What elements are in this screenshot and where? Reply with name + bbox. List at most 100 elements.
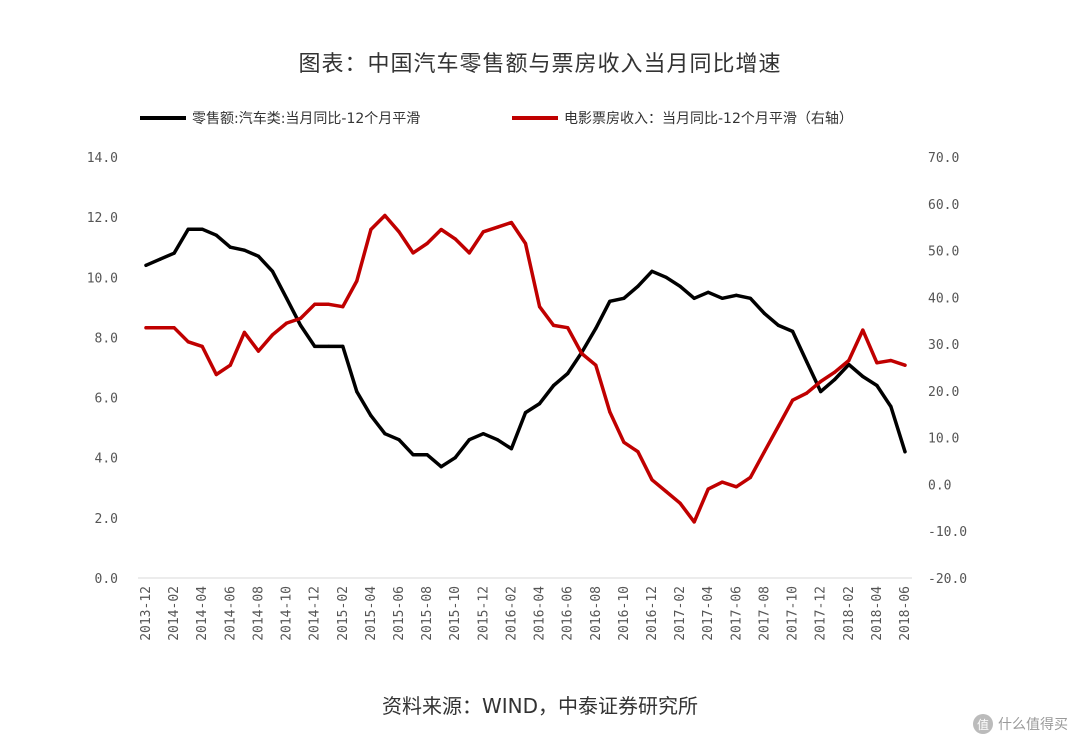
data-point-box-office (256, 349, 260, 353)
data-point-box-office (495, 225, 499, 229)
data-point-box-office (622, 440, 626, 444)
y-right-tick-label: 0.0 (928, 478, 951, 493)
data-point-car-retail (355, 390, 359, 394)
y-left-tick-label: 4.0 (95, 452, 118, 467)
data-point-car-retail (523, 411, 528, 415)
data-point-box-office (200, 344, 204, 348)
data-point-box-office (355, 279, 359, 283)
y-left-tick-label: 2.0 (95, 512, 118, 527)
data-point-car-retail (341, 344, 345, 348)
x-tick-label: 2018-06 (898, 586, 913, 641)
data-point-car-retail (889, 405, 893, 409)
data-point-car-retail (594, 326, 598, 330)
data-point-car-retail (256, 254, 260, 258)
y-right-tick-label: 40.0 (928, 291, 959, 306)
data-point-box-office (538, 305, 542, 309)
data-point-car-retail (270, 269, 275, 273)
data-point-box-office (608, 410, 612, 414)
x-tick-label: 2015-10 (448, 586, 463, 641)
data-point-car-retail (200, 227, 204, 231)
x-tick-label: 2016-12 (645, 586, 660, 641)
x-tick-label: 2013-12 (139, 586, 154, 641)
data-point-box-office (805, 391, 809, 395)
y-right-tick-label: 60.0 (928, 198, 959, 213)
data-point-car-retail (425, 453, 429, 457)
data-point-box-office (509, 220, 513, 225)
data-point-car-retail (397, 438, 401, 442)
x-tick-label: 2017-04 (701, 586, 716, 641)
data-point-box-office (861, 328, 865, 332)
data-point-car-retail (383, 432, 387, 436)
data-point-box-office (734, 485, 738, 489)
legend-item-car-retail: 零售额:汽车类:当月同比-12个月平滑 (140, 108, 420, 128)
x-tick-label: 2014-04 (195, 586, 210, 641)
data-point-car-retail (805, 359, 809, 364)
x-tick-label: 2014-10 (280, 586, 295, 641)
x-tick-label: 2016-08 (589, 586, 604, 641)
data-point-car-retail (467, 438, 471, 442)
data-point-car-retail (228, 245, 232, 249)
x-tick-label: 2015-12 (476, 586, 491, 641)
legend: 零售额:汽车类:当月同比-12个月平滑 电影票房收入：当月同比-12个月平滑（右… (0, 108, 1080, 132)
y-right-tick-label: 10.0 (928, 432, 959, 447)
data-point-car-retail (327, 344, 331, 348)
data-point-box-office (313, 302, 317, 306)
x-tick-label: 2018-02 (842, 586, 857, 641)
y-right-tick-label: 20.0 (928, 385, 959, 400)
x-tick-label: 2014-02 (167, 586, 182, 641)
data-point-car-retail (720, 296, 724, 300)
data-point-box-office (706, 487, 710, 491)
data-point-box-office (144, 326, 148, 330)
data-point-car-retail (819, 390, 823, 394)
data-point-car-retail (622, 296, 626, 300)
data-point-car-retail (861, 374, 865, 379)
data-point-box-office (214, 372, 218, 377)
legend-label-box-office: 电影票房收入：当月同比-12个月平滑（右轴） (564, 111, 853, 127)
data-point-box-office (664, 489, 668, 494)
data-point-box-office (186, 340, 190, 344)
x-tick-label: 2014-08 (251, 586, 266, 641)
data-point-box-office (833, 370, 837, 374)
legend-item-box-office: 电影票房收入：当月同比-12个月平滑（右轴） (512, 108, 853, 128)
watermark: 值 什么值得买 (973, 714, 1068, 734)
chart-title: 图表：中国汽车零售额与票房收入当月同比增速 (298, 52, 782, 77)
data-point-box-office (720, 480, 724, 484)
data-point-box-office (383, 213, 387, 218)
data-point-box-office (341, 305, 345, 309)
data-point-car-retail (509, 447, 513, 451)
data-point-car-retail (833, 377, 837, 382)
data-point-car-retail (791, 329, 795, 333)
y-right-tick-label: 50.0 (928, 245, 959, 260)
data-point-car-retail (313, 344, 317, 348)
data-point-car-retail (692, 296, 696, 300)
x-tick-label: 2017-06 (729, 586, 744, 641)
y-right-tick-label: -20.0 (928, 572, 967, 587)
data-point-car-retail (706, 290, 710, 294)
y-left-tick-label: 0.0 (95, 572, 118, 587)
data-point-car-retail (776, 323, 781, 327)
y-left-tick-label: 12.0 (87, 211, 118, 226)
data-point-car-retail (214, 233, 218, 237)
data-point-car-retail (762, 311, 767, 315)
data-point-car-retail (875, 383, 879, 388)
x-tick-label: 2017-12 (814, 586, 829, 641)
x-tick-label: 2015-04 (364, 586, 379, 641)
x-tick-label: 2014-12 (308, 586, 323, 641)
data-point-car-retail (158, 257, 162, 261)
legend-swatch-car-retail (140, 116, 186, 120)
x-tick-label: 2017-08 (757, 586, 772, 641)
data-point-box-office (762, 450, 767, 454)
data-point-box-office (397, 230, 401, 234)
x-tick-label: 2015-02 (336, 586, 351, 641)
data-point-box-office (847, 358, 851, 363)
data-point-car-retail (439, 465, 443, 469)
data-point-box-office (425, 241, 429, 246)
data-point-car-retail (369, 414, 373, 418)
data-point-car-retail (172, 251, 176, 255)
x-tick-label: 2015-06 (392, 586, 407, 641)
data-point-box-office (791, 398, 795, 402)
legend-label-car-retail: 零售额:汽车类:当月同比-12个月平滑 (192, 111, 421, 127)
data-point-car-retail (734, 293, 738, 297)
series-line-box-office (144, 213, 907, 524)
data-point-box-office (453, 237, 457, 241)
